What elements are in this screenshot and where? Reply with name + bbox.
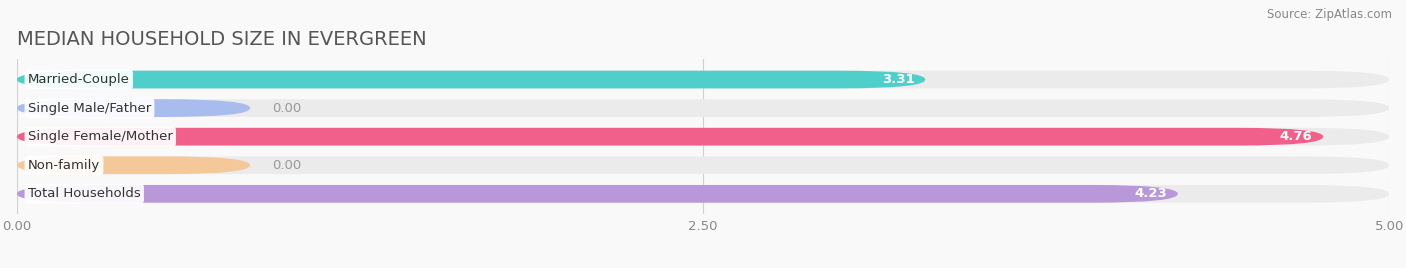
Text: Non-family: Non-family xyxy=(28,159,100,172)
Text: 4.23: 4.23 xyxy=(1135,187,1167,200)
Text: MEDIAN HOUSEHOLD SIZE IN EVERGREEN: MEDIAN HOUSEHOLD SIZE IN EVERGREEN xyxy=(17,30,426,49)
FancyBboxPatch shape xyxy=(17,157,1389,174)
Text: 4.76: 4.76 xyxy=(1279,130,1312,143)
FancyBboxPatch shape xyxy=(17,99,250,117)
Text: Married-Couple: Married-Couple xyxy=(28,73,129,86)
Text: Single Female/Mother: Single Female/Mother xyxy=(28,130,173,143)
FancyBboxPatch shape xyxy=(17,185,1178,203)
Text: 0.00: 0.00 xyxy=(273,159,301,172)
FancyBboxPatch shape xyxy=(17,185,1389,203)
Text: Single Male/Father: Single Male/Father xyxy=(28,102,150,115)
Text: Total Households: Total Households xyxy=(28,187,141,200)
FancyBboxPatch shape xyxy=(17,128,1323,146)
FancyBboxPatch shape xyxy=(17,99,1389,117)
Text: 3.31: 3.31 xyxy=(882,73,914,86)
Text: Source: ZipAtlas.com: Source: ZipAtlas.com xyxy=(1267,8,1392,21)
Text: 0.00: 0.00 xyxy=(273,102,301,115)
FancyBboxPatch shape xyxy=(17,157,250,174)
FancyBboxPatch shape xyxy=(17,71,925,88)
FancyBboxPatch shape xyxy=(17,128,1389,146)
FancyBboxPatch shape xyxy=(17,71,1389,88)
